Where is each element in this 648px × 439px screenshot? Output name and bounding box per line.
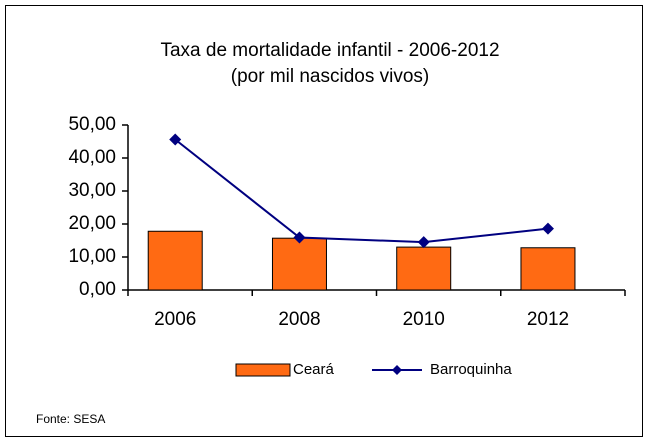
y-tick-label: 20,00 bbox=[68, 213, 116, 234]
bar bbox=[147, 230, 203, 291]
x-tick-label: 2010 bbox=[403, 309, 445, 330]
line-marker bbox=[417, 236, 430, 249]
y-tick-label: 0,00 bbox=[79, 279, 116, 300]
legend-swatch bbox=[235, 363, 291, 377]
bar bbox=[396, 246, 452, 291]
chart-border bbox=[5, 5, 643, 437]
chart-subtitle: (por mil nascidos vivos) bbox=[231, 66, 430, 87]
line-marker bbox=[293, 231, 306, 244]
line-marker bbox=[169, 133, 182, 146]
legend-label: Ceará bbox=[293, 361, 335, 378]
y-tick-label: 50,00 bbox=[68, 114, 116, 135]
y-tick-label: 10,00 bbox=[68, 246, 116, 267]
x-tick-label: 2012 bbox=[527, 309, 569, 330]
line-marker bbox=[541, 222, 554, 235]
bar bbox=[271, 237, 327, 291]
bar bbox=[520, 247, 576, 291]
x-tick-label: 2008 bbox=[278, 309, 320, 330]
source-note: Fonte: SESA bbox=[36, 412, 105, 426]
chart-title: Taxa de mortalidade infantil - 2006-2012 bbox=[160, 40, 499, 61]
y-tick-label: 40,00 bbox=[68, 147, 116, 168]
line bbox=[174, 138, 549, 244]
y-tick-label: 30,00 bbox=[68, 180, 116, 201]
legend-label: Barroquinha bbox=[430, 361, 512, 378]
legend-marker bbox=[392, 365, 402, 375]
x-tick-label: 2006 bbox=[154, 309, 196, 330]
plot-area: 0,00 10,00 20,00 30,00 40,00 50,00 2006 2008 201… bbox=[68, 114, 626, 378]
